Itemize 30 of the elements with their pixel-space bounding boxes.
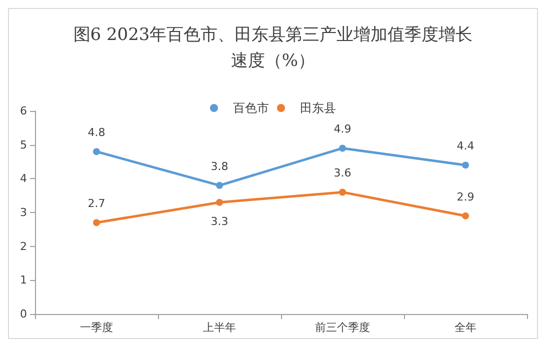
point xyxy=(216,198,223,206)
chart-title: 图6 2023年百色市、田东县第三产业增加值季度增长速度（%） xyxy=(73,25,473,71)
x-tick-label: 全年 xyxy=(454,321,476,334)
data-label: 3.8 xyxy=(210,160,228,173)
point xyxy=(93,219,100,226)
x-tick-label: 一季度 xyxy=(80,321,113,334)
point xyxy=(462,212,469,220)
y-tick-label: 6 xyxy=(20,104,27,118)
x-tick-label: 前三个季度 xyxy=(315,321,370,334)
data-label: 4.4 xyxy=(456,140,474,153)
data-label: 4.8 xyxy=(88,126,106,140)
y-tick-label: 3 xyxy=(20,206,27,219)
point xyxy=(339,144,346,152)
y-tick-label: 2 xyxy=(20,240,27,253)
data-label: 4.9 xyxy=(334,122,352,136)
x-tick-label: 上半年 xyxy=(203,321,236,334)
y-tick-label: 4 xyxy=(20,172,27,186)
point xyxy=(339,188,346,196)
y-tick-label: 1 xyxy=(20,274,27,287)
point xyxy=(462,162,469,169)
data-label: 2.7 xyxy=(88,197,106,210)
legend-label: 田东县 xyxy=(300,101,336,115)
data-label: 2.9 xyxy=(456,190,474,204)
y-tick-label: 0 xyxy=(20,308,27,320)
data-label: 3.3 xyxy=(210,214,228,228)
data-label: 3.6 xyxy=(334,166,352,180)
legend-label: 百色市 xyxy=(233,101,269,115)
point xyxy=(93,148,100,156)
y-tick-label: 5 xyxy=(20,138,27,152)
point xyxy=(216,182,223,189)
